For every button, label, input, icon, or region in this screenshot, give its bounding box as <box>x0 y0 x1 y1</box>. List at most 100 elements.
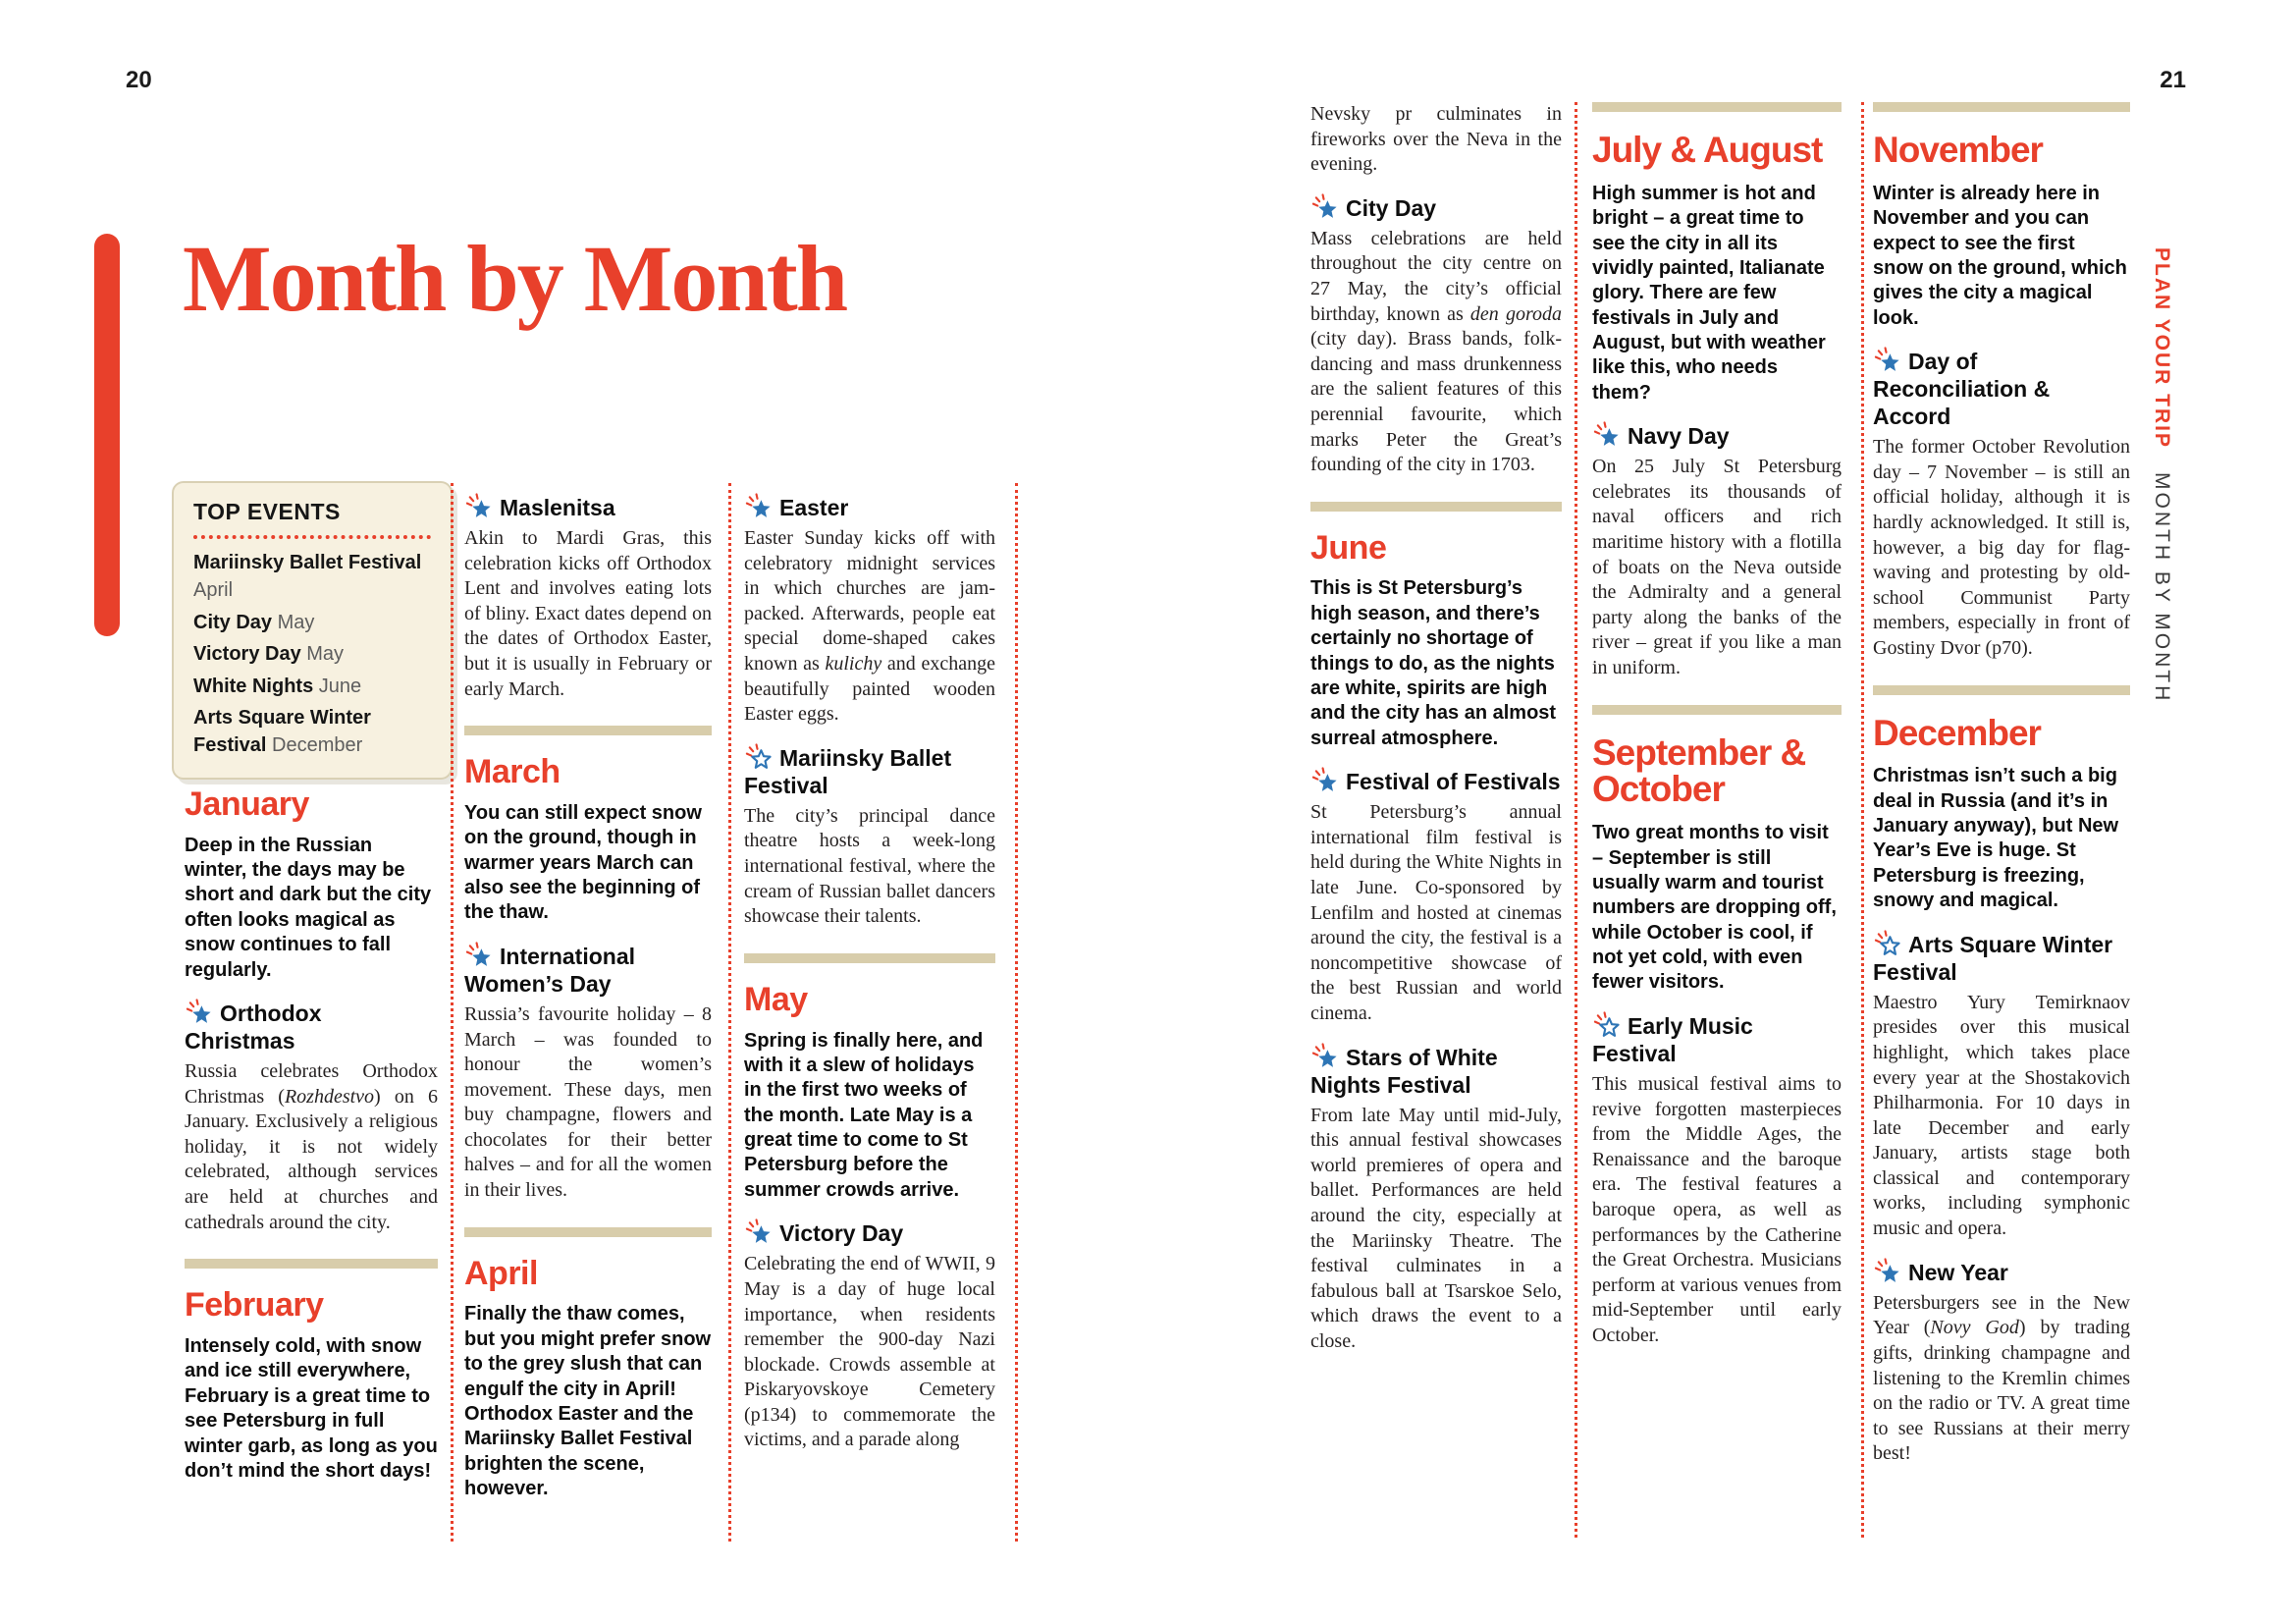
column-6: November Winter is already here in Novemb… <box>1873 102 2130 1467</box>
month-heading: March <box>464 753 561 791</box>
section-divider-bar <box>464 1226 712 1237</box>
top-events-heading: TOP EVENTS <box>193 499 431 539</box>
event-body: Celebrating the end of WWII, 9 May is a … <box>744 1253 995 1451</box>
month-heading: February <box>185 1286 324 1325</box>
top-event-month: April <box>193 579 234 602</box>
event-title: Navy Day <box>1592 421 1842 450</box>
event-body: The former October Revolution day – 7 No… <box>1873 436 2130 659</box>
column-separator <box>1861 102 1864 1538</box>
chapter-accent-bar <box>94 234 120 636</box>
month-heading: September & October <box>1592 731 1806 810</box>
month-heading: July & August <box>1592 130 1823 170</box>
top-event-item: Arts Square Winter Festival December <box>193 704 431 760</box>
event-body: Easter Sunday kicks off with celebratory… <box>744 527 995 726</box>
section-divider-bar <box>1592 704 1842 715</box>
top-event-item: Victory Day May <box>193 640 431 668</box>
column-separator <box>451 483 454 1542</box>
event-title: Arts Square Winter Festival <box>1873 930 2113 985</box>
column-5: July & August High summer is hot and brig… <box>1592 102 1842 1348</box>
month-heading: April <box>464 1254 538 1292</box>
top-event-month: June <box>318 675 362 697</box>
fireworks-star-icon <box>185 999 213 1027</box>
column-3: Easter Easter Sunday kicks off with celeb… <box>744 491 995 1453</box>
month-intro: Two great months to visit – September is… <box>1592 822 1837 994</box>
column-separator <box>1575 102 1577 1538</box>
edge-tab-section: MONTH BY MONTH <box>2151 471 2173 704</box>
month-intro: Christmas isn’t such a big deal in Russi… <box>1873 765 2119 912</box>
star-outline-icon <box>744 743 773 772</box>
event-body: Russia celebrates Orthodox Christmas (Ro… <box>185 1060 438 1233</box>
month-intro: Intensely cold, with snow and ice still … <box>185 1334 438 1482</box>
month-intro: This is St Petersburg’s high season, and… <box>1310 577 1557 749</box>
event-title: Day of Reconciliation & Accord <box>1873 347 2051 430</box>
month-intro: You can still expect snow on the ground,… <box>464 801 702 924</box>
event-body: This musical festival aims to revive for… <box>1592 1072 1842 1346</box>
section-divider-bar <box>464 726 712 736</box>
fireworks-star-icon <box>744 493 773 521</box>
column-separator <box>1015 483 1018 1542</box>
top-event-name: White Nights <box>193 675 314 697</box>
month-heading: November <box>1873 130 2044 170</box>
section-divider-bar <box>1873 102 2130 112</box>
event-body: Petersburgers see in the New Year (Novy … <box>1873 1291 2130 1465</box>
month-intro: Winter is already here in November and y… <box>1873 182 2127 329</box>
top-event-month: December <box>272 734 363 757</box>
month-heading: May <box>744 980 808 1018</box>
event-title: Orthodox Christmas <box>185 999 322 1055</box>
month-heading: December <box>1873 712 2042 753</box>
top-event-name: Victory Day <box>193 643 301 666</box>
month-heading: June <box>1310 528 1387 567</box>
event-body: Mass celebrations are held throughout th… <box>1310 227 1562 476</box>
fireworks-star-icon <box>1592 421 1621 450</box>
column-2: Maslenitsa Akin to Mardi Gras, this celeb… <box>464 491 712 1515</box>
event-title: City Day <box>1310 193 1562 222</box>
event-title: Maslenitsa <box>464 493 712 521</box>
event-body: Akin to Mardi Gras, this celebration kic… <box>464 527 712 700</box>
top-events-box: TOP EVENTS Mariinsky Ballet Festival Apr… <box>172 481 453 780</box>
top-event-name: Mariinsky Ballet Festival <box>193 552 422 573</box>
column-separator <box>728 483 731 1542</box>
event-title: Victory Day <box>744 1218 995 1247</box>
star-outline-icon <box>1592 1011 1621 1040</box>
top-event-month: May <box>306 643 345 666</box>
top-event-month: May <box>277 611 315 633</box>
event-title: Mariinsky Ballet Festival <box>744 743 952 798</box>
fireworks-star-icon <box>1873 347 1901 375</box>
top-event-name: Arts Square Winter Festival <box>193 706 371 757</box>
continued-paragraph: Nevsky pr culminates in fireworks over t… <box>1310 103 1562 176</box>
fireworks-star-icon <box>464 493 493 521</box>
section-divider-bar <box>1310 501 1562 512</box>
fireworks-star-icon <box>1310 767 1339 795</box>
fireworks-star-icon <box>1873 1258 1901 1286</box>
event-body: St Petersburg’s annual international fil… <box>1310 801 1562 1024</box>
section-divider-bar <box>185 1259 438 1270</box>
star-outline-icon <box>1873 930 1901 958</box>
event-title: Stars of White Nights Festival <box>1310 1042 1498 1098</box>
section-divider-bar <box>1592 102 1842 112</box>
fireworks-star-icon <box>744 1218 773 1247</box>
month-intro: High summer is hot and bright – a great … <box>1592 182 1826 404</box>
column-1: January Deep in the Russian winter, the d… <box>185 491 438 1497</box>
section-divider-bar <box>1873 684 2130 695</box>
event-title: New Year <box>1873 1258 2130 1286</box>
event-title: Easter <box>744 493 995 521</box>
fireworks-star-icon <box>1310 1042 1339 1071</box>
column-4: Nevsky pr culminates in fireworks over t… <box>1310 102 1562 1355</box>
top-event-name: City Day <box>193 611 273 633</box>
event-body: On 25 July St Petersburg celebrates its … <box>1592 456 1842 679</box>
month-intro: Deep in the Russian winter, the days may… <box>185 834 432 981</box>
event-title: International Women’s Day <box>464 942 636 997</box>
top-event-item: White Nights June <box>193 673 431 700</box>
top-event-item: City Day May <box>193 609 431 636</box>
fireworks-star-icon <box>464 942 493 970</box>
section-divider-bar <box>744 952 995 963</box>
event-title: Early Music Festival <box>1592 1011 1753 1066</box>
fireworks-star-icon <box>1310 193 1339 222</box>
page-number-right: 21 <box>2160 67 2186 93</box>
top-events-list: Mariinsky Ballet Festival April City Day … <box>193 549 431 760</box>
top-event-item: Mariinsky Ballet Festival April <box>193 549 431 605</box>
month-intro: Finally the thaw comes, but you might pr… <box>464 1303 712 1500</box>
event-body: Maestro Yury Temirknaov presides over th… <box>1873 991 2130 1240</box>
edge-tab-plan-your-trip: PLAN YOUR TRIP <box>2151 247 2173 449</box>
